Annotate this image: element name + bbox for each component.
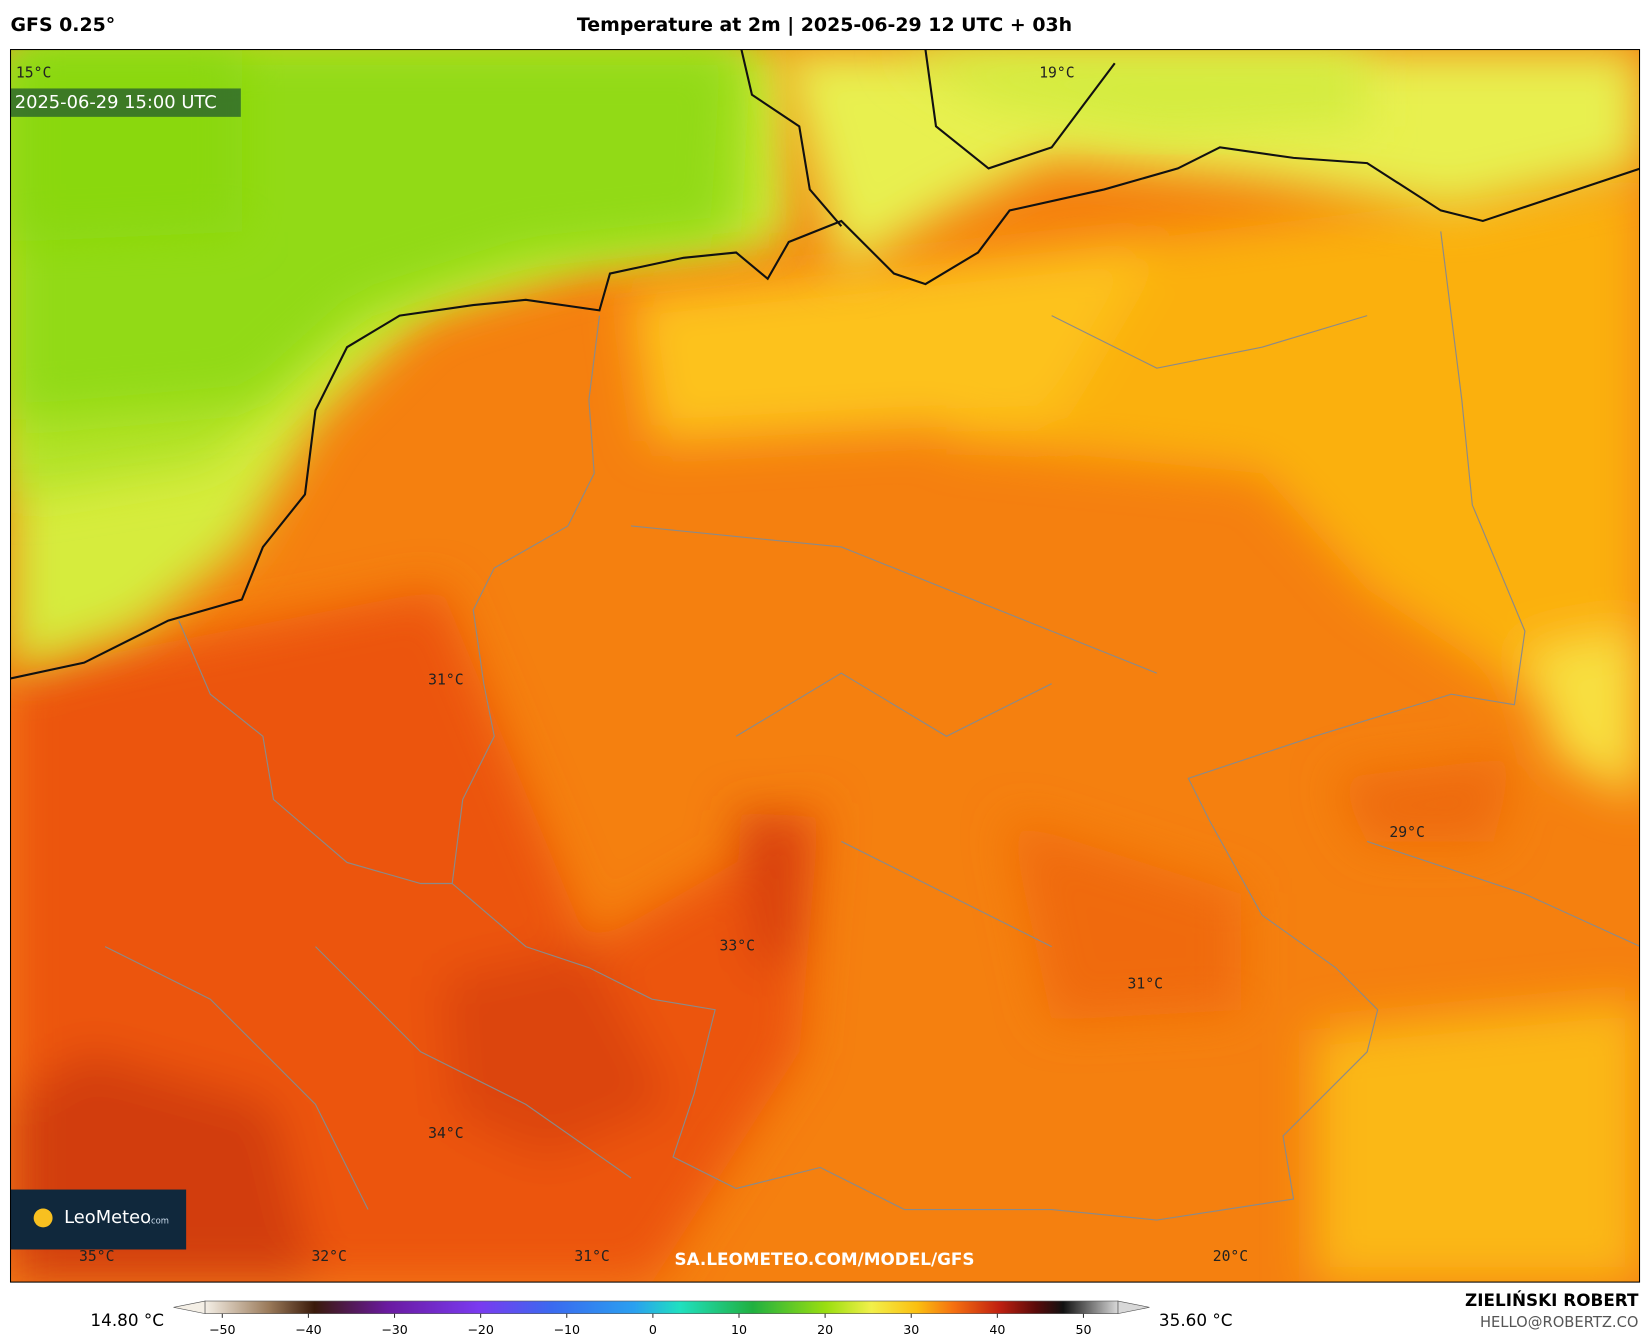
contour-label: 20°C: [1213, 1248, 1248, 1265]
contour-label: 31°C: [428, 672, 463, 689]
colorbar-tick-label: 0: [649, 1322, 657, 1337]
borders: [104, 231, 1640, 1221]
colorbar-tick-label: 40: [989, 1322, 1005, 1337]
colorbar-max: 35.60 °C: [1159, 1310, 1233, 1330]
colorbar-tick-label: 20: [817, 1322, 833, 1337]
colorbar-tick-label: −40: [295, 1322, 322, 1337]
credit-name: ZIELIŃSKI ROBERT: [1465, 1289, 1639, 1310]
valid-time: 2025-06-29 15:00 UTC: [15, 92, 217, 113]
model-name: GFS 0.25°: [11, 14, 116, 36]
contour-label: 35°C: [79, 1248, 114, 1265]
colorbar-tick-label: −50: [209, 1322, 236, 1337]
contour-label: 32°C: [311, 1248, 346, 1265]
logo-sun: [33, 1208, 53, 1228]
map-title: Temperature at 2m | 2025-06-29 12 UTC + …: [577, 14, 1072, 36]
colorbar-tick-label: 10: [731, 1322, 747, 1337]
colorbar-tick-label: −30: [381, 1322, 408, 1337]
watermark: SA.LEOMETEO.COM/MODEL/GFS: [675, 1249, 975, 1269]
time-box: [10, 88, 241, 117]
colorbar-tick-label: 50: [1075, 1322, 1091, 1337]
colorbar-min: 14.80 °C: [90, 1310, 164, 1330]
logo-suffix: .com: [148, 1216, 169, 1226]
colorbar-tick-label: −20: [467, 1322, 494, 1337]
colorbar-tick-label: 30: [903, 1322, 919, 1337]
map: 15°C 19°C 31°C 29°C 33°C 31°C 34°C 35°C 32°C 31°C…: [10, 49, 1640, 1283]
contour-label: 33°C: [719, 938, 754, 955]
contour-label: 31°C: [574, 1248, 609, 1265]
colorbar: −50 −40 −30 −20 −10 0 10 20 30 40 50: [173, 1300, 1150, 1337]
map-frame: [9, 49, 1641, 1283]
map-labels: 15°C 19°C 31°C 29°C 33°C 31°C 34°C 35°C 32°C 31°C…: [16, 65, 1425, 1265]
logo-brand: LeoMeteo: [64, 1207, 151, 1228]
colorbar-tick-label: −10: [553, 1322, 580, 1337]
colorbar-scale: [204, 1300, 1119, 1314]
contour-label: 34°C: [428, 1125, 463, 1142]
coastlines: [10, 49, 1640, 680]
contour-label: 31°C: [1128, 975, 1163, 992]
contour-label: 19°C: [1039, 65, 1074, 82]
credit-email: HELLO@ROBERTZ.CO: [1480, 1314, 1639, 1331]
contour-label: 29°C: [1389, 824, 1424, 841]
contour-label: 15°C: [16, 65, 51, 82]
